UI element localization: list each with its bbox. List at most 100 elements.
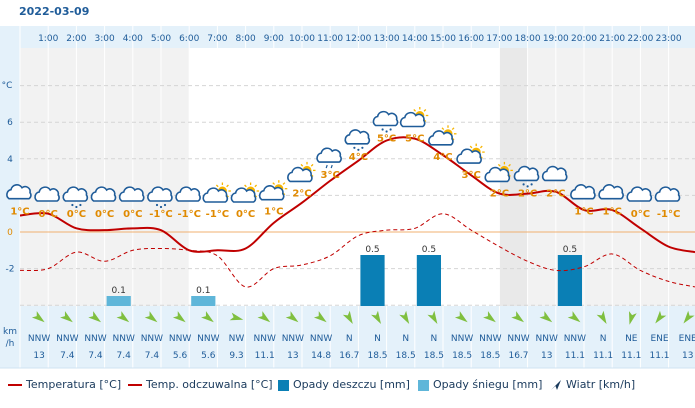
wind-direction-label: NNW [536, 334, 558, 344]
hour-label: 1:00 [38, 34, 58, 44]
temperature-line [19, 136, 695, 254]
snow-bar [191, 296, 216, 306]
partly-cloudy-icon [287, 161, 316, 183]
snow-cloud-icon [513, 165, 540, 188]
sun-ray [497, 163, 501, 167]
sun-ray [215, 184, 219, 188]
cloud-shape [202, 187, 229, 203]
raindrop [330, 164, 333, 169]
wind-direction-label: NNW [507, 334, 529, 344]
night-shade [612, 48, 641, 306]
wind-speed-label: 16.7 [339, 351, 359, 361]
wind-speed-label: 13 [33, 351, 44, 361]
cloud-icon [626, 186, 653, 202]
wind-direction-label: N [600, 334, 607, 344]
cloud-shape [230, 187, 257, 203]
wind-arrow-icon [60, 311, 73, 323]
sun-ray [282, 182, 286, 185]
cloud-shape [316, 147, 342, 163]
sun-ray [300, 163, 304, 167]
cloud-shape [598, 184, 624, 200]
wind-arrow-shape [371, 310, 381, 325]
cloud-icon [34, 186, 60, 202]
wind-speed-label: 18.5 [480, 351, 500, 361]
wind-speed-label: 7.4 [145, 351, 160, 361]
snowflake-dot [385, 130, 388, 133]
night-shade [76, 48, 105, 306]
partly-cloudy-icon [484, 161, 513, 183]
raindrop [325, 164, 328, 169]
partly-cloudy-icon [399, 107, 429, 128]
wind-arrow-shape [257, 311, 271, 323]
wind-speed-label: 13 [682, 351, 693, 361]
legend-rain-swatch [278, 379, 289, 391]
temperature-point-label: 0°C [39, 209, 58, 220]
wind-speed-label: 11.1 [621, 351, 641, 361]
wind-arrow-shape [683, 310, 695, 324]
wind-speed-label: 5.6 [173, 351, 188, 361]
hour-label: 11:00 [317, 34, 343, 44]
cloud-icon [118, 186, 145, 202]
temperature-point-label: 1°C [574, 207, 593, 218]
sun-ray [508, 163, 511, 167]
precip-label: 0.1 [112, 286, 126, 296]
wind-speed-label: 11.1 [593, 351, 613, 361]
temperature-point-label: 1°C [264, 207, 283, 218]
wind-speed-label: 18.5 [424, 351, 444, 361]
hour-label: 17:00 [486, 34, 512, 44]
rain-bar [557, 255, 582, 306]
partly-cloudy-icon [428, 125, 457, 146]
wind-direction-label: ENE [650, 334, 668, 344]
wind-direction-label: N [374, 334, 381, 344]
wind-arrow-shape [567, 311, 581, 323]
wind-arrow-shape [539, 311, 553, 323]
temperature-point-label: -1°C [177, 209, 200, 220]
cloud-shape [654, 186, 681, 202]
wind-arrow-icon [454, 311, 468, 323]
wind-direction-label: NNW [451, 334, 473, 344]
legend-feels-label: Temp. odczuwalna [°C] [146, 378, 273, 391]
sun-ray [310, 163, 314, 167]
wind-arrow-icon [683, 310, 695, 324]
y-tick-label: 6 [7, 118, 13, 128]
cloud-shape [372, 110, 399, 127]
cloud-shape [90, 186, 117, 202]
wind-direction-label: NNW [84, 334, 106, 344]
night-shade [20, 48, 49, 306]
cloud-shape [570, 184, 596, 200]
wind-arrow-icon [229, 312, 244, 321]
wind-direction-label: NNW [169, 334, 191, 344]
temperature-point-label: 0°C [123, 209, 142, 220]
hour-label: 23:00 [656, 34, 682, 44]
wind-arrow-shape [399, 310, 410, 325]
wind-direction-label: NE [625, 334, 638, 344]
legend-snow-swatch [418, 379, 429, 391]
wind-speed-label: 11.1 [255, 351, 275, 361]
wind-speed-label: 18.5 [396, 351, 416, 361]
wind-arrow-shape [116, 311, 130, 323]
snowflake-dot [389, 128, 392, 131]
y-axis-unit: °C [2, 81, 13, 91]
precip-label: 0.5 [422, 245, 436, 255]
cloud-icon [654, 186, 681, 202]
wind-arrow-shape [628, 311, 637, 325]
wind-arrow-shape [285, 311, 299, 323]
hour-label: 9:00 [264, 34, 284, 44]
cloud-shape [399, 111, 426, 128]
cloud-shape [344, 129, 371, 145]
wind-arrow-icon [567, 311, 581, 323]
legend-temp-swatch [8, 384, 22, 386]
snowflake-dot [526, 185, 529, 188]
wind-speed-label: 7.4 [60, 351, 75, 361]
wind-arrow-icon [539, 311, 553, 323]
sun-ray [479, 145, 483, 149]
cloud-icon [175, 186, 201, 202]
sun-ray [423, 109, 427, 112]
wind-direction-label: NNW [310, 334, 332, 344]
legend-temp-label: Temperatura [°C] [26, 378, 122, 391]
wind-speed-label: 7.4 [117, 351, 132, 361]
wind-arrow-icon [313, 311, 327, 323]
wind-arrow-shape [60, 311, 73, 323]
precip-label: 0.5 [365, 245, 379, 255]
sun-ray [413, 109, 417, 112]
